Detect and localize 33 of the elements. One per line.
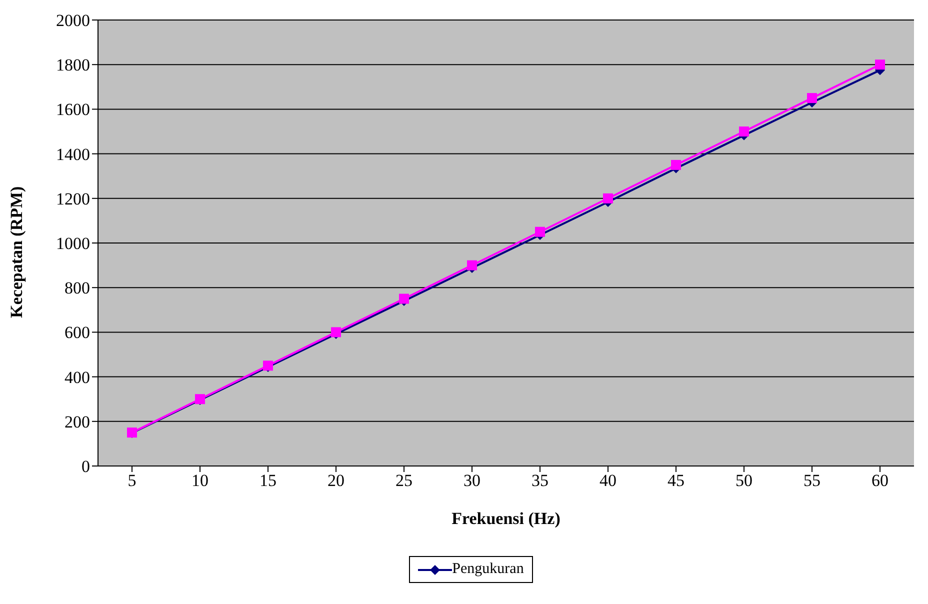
point [739, 126, 749, 136]
y-tick-label: 1800 [56, 56, 90, 75]
y-tick-label: 1200 [56, 189, 90, 208]
x-tick-label: 15 [260, 471, 276, 490]
x-axis-title: Frekuensi (Hz) [452, 509, 560, 528]
point [603, 193, 613, 204]
y-tick-label: 1400 [56, 144, 90, 164]
x-tick-label: 10 [192, 471, 208, 490]
y-tick-label: 600 [64, 323, 90, 342]
y-tick-label: 0 [82, 457, 90, 476]
legend-label: Pengukuran [452, 561, 524, 578]
x-tick-label: 25 [396, 471, 412, 490]
x-tick-label: 40 [600, 471, 616, 490]
x-tick-label: 35 [532, 471, 548, 490]
point [807, 93, 817, 104]
y-tick-label: 2000 [56, 11, 90, 30]
x-tick-label: 45 [668, 471, 684, 490]
y-tick-label: 400 [64, 368, 90, 387]
x-tick-label: 20 [328, 471, 344, 490]
x-tick-label: 5 [128, 471, 136, 490]
x-tick-label: 50 [736, 471, 752, 490]
y-tick-label: 1000 [56, 234, 90, 254]
y-tick-label: 800 [64, 278, 90, 298]
x-tick-label: 60 [872, 471, 888, 490]
y-tick-label: 1600 [56, 100, 90, 120]
point [467, 260, 477, 270]
y-axis-title: Kecepatan (RPM) [7, 186, 26, 318]
point [535, 226, 545, 237]
x-tick-label: 30 [464, 471, 480, 490]
y-tick-label: 200 [64, 412, 90, 432]
x-tick-label: 55 [804, 471, 820, 490]
point [671, 160, 681, 170]
point [875, 60, 885, 70]
